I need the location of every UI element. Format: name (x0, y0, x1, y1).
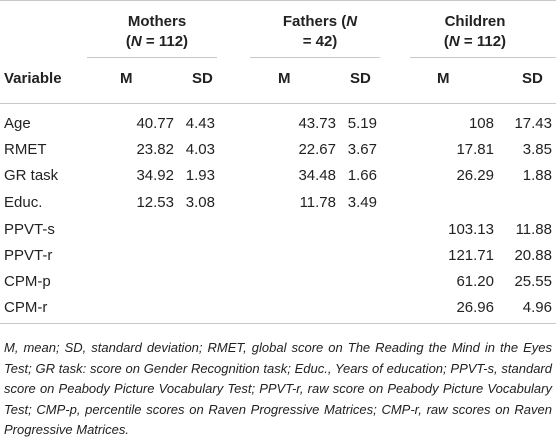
row-label: CPM-p (4, 273, 51, 290)
table-cell: 12.53 (136, 194, 174, 211)
table-cell: 11.78 (299, 194, 336, 211)
table-cell: 17.81 (456, 141, 494, 158)
table-cell: 40.77 (136, 115, 174, 132)
header-children: Children (N = 112) (410, 12, 540, 52)
row-label: Age (4, 115, 31, 132)
stat-header-fathers-m: M (278, 70, 291, 87)
table-cell: 108 (468, 115, 494, 132)
table-cell: 3.67 (347, 141, 377, 158)
mothers-underline (87, 57, 217, 58)
table-cell: 121.71 (448, 247, 494, 264)
table-cell: 34.92 (136, 167, 174, 184)
header-children-line2: (N = 112) (443, 33, 507, 50)
table-cell: 34.48 (298, 167, 336, 184)
row-label: PPVT-r (4, 247, 53, 264)
row-label: GR task (4, 167, 59, 184)
table-cell: 20.88 (514, 247, 552, 264)
table-cell: 4.03 (185, 141, 215, 158)
stat-header-fathers-sd: SD (350, 70, 371, 87)
table-cell: 3.85 (522, 141, 552, 158)
row-label: RMET (4, 141, 47, 158)
table-cell: 17.43 (514, 115, 552, 132)
header-fathers-line1: Fathers (N (282, 13, 358, 30)
table-cell: 22.67 (298, 141, 336, 158)
children-underline (410, 57, 556, 58)
row-label: PPVT-s (4, 221, 55, 238)
table-cell: 5.19 (347, 115, 377, 132)
header-children-line1: Children (444, 13, 506, 30)
header-fathers: Fathers (N = 42) (260, 12, 380, 52)
table-footnote: M, mean; SD, standard deviation; RMET, g… (4, 340, 552, 437)
stat-header-children-sd: SD (522, 70, 543, 87)
table-cell: 25.55 (514, 273, 552, 290)
table-cell: 1.66 (347, 167, 377, 184)
table-cell: 26.29 (456, 167, 494, 184)
table-cell: 11.88 (515, 221, 552, 238)
header-mothers-line2: (N = 112) (125, 33, 189, 50)
table-bottom-rule (0, 323, 556, 324)
row-label: Educ. (4, 194, 43, 211)
header-mothers: Mothers (N = 112) (92, 12, 222, 52)
table-cell: 4.43 (185, 115, 215, 132)
stat-header-mothers-sd: SD (192, 70, 213, 87)
table-cell: 26.96 (456, 299, 494, 316)
table-cell: 103.13 (448, 221, 494, 238)
fathers-underline (250, 57, 380, 58)
header-fathers-line2: = 42) (302, 33, 338, 50)
stat-header-children-m: M (437, 70, 450, 87)
table-cell: 4.96 (522, 299, 552, 316)
row-label: CPM-r (4, 299, 48, 316)
table-cell: 1.88 (522, 167, 552, 184)
table-cell: 23.82 (136, 141, 174, 158)
table-cell: 3.08 (185, 194, 215, 211)
table-cell: 1.93 (185, 167, 215, 184)
table-cell: 61.20 (456, 273, 494, 290)
header-mothers-line1: Mothers (127, 13, 187, 30)
variable-header: Variable (4, 70, 62, 87)
table-top-rule (0, 0, 556, 1)
stat-header-mothers-m: M (120, 70, 133, 87)
header-bottom-rule (0, 103, 556, 104)
table-cell: 3.49 (347, 194, 377, 211)
table-cell: 43.73 (298, 115, 336, 132)
